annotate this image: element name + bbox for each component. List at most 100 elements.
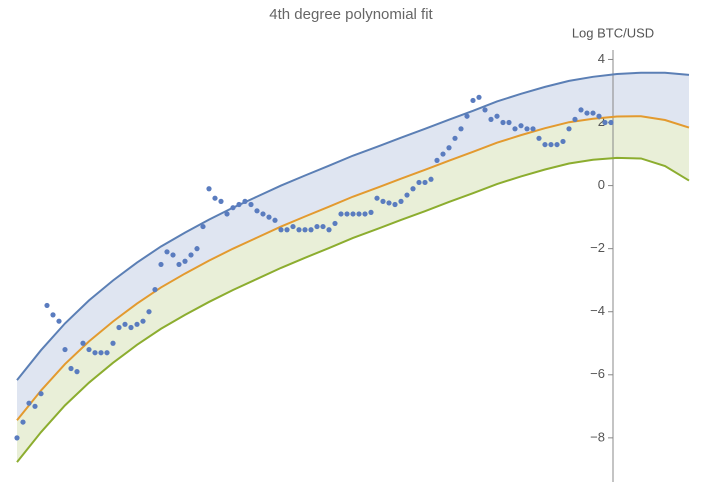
- price-point: [452, 135, 458, 141]
- price-point: [314, 223, 320, 230]
- band: [17, 116, 689, 463]
- price-point: [458, 126, 464, 132]
- price-point: [512, 126, 518, 132]
- fit-line: [16, 115, 690, 421]
- price-point: [116, 324, 122, 331]
- price-point: [494, 113, 500, 119]
- price-point: [98, 350, 104, 356]
- price-point: [128, 324, 134, 331]
- price-point: [446, 145, 452, 151]
- price-point: [146, 309, 152, 315]
- price-point: [278, 227, 284, 233]
- price-point: [32, 403, 38, 409]
- price-point: [224, 211, 230, 217]
- price-point: [152, 287, 158, 293]
- price-point: [536, 135, 542, 141]
- price-point: [422, 179, 428, 186]
- price-point: [140, 318, 146, 324]
- price-point: [308, 227, 314, 233]
- y-tick-label: 2: [598, 114, 605, 129]
- price-point: [470, 97, 476, 104]
- y-tick-label: −8: [590, 429, 605, 444]
- price-point: [104, 350, 110, 356]
- band: [17, 72, 689, 421]
- y-tick-label: −6: [590, 366, 605, 381]
- price-point: [602, 119, 608, 126]
- price-point: [44, 302, 50, 309]
- price-point: [62, 346, 68, 353]
- price-point: [416, 179, 422, 186]
- price-point: [86, 346, 92, 353]
- price-point: [212, 195, 218, 201]
- price-point: [230, 205, 236, 211]
- price-point: [338, 211, 344, 217]
- price-point: [200, 223, 206, 230]
- price-point: [428, 176, 434, 182]
- price-point: [608, 119, 614, 126]
- price-point: [440, 151, 446, 157]
- price-point: [572, 116, 578, 122]
- price-point: [434, 157, 440, 163]
- price-point: [374, 195, 380, 201]
- price-point: [254, 208, 260, 214]
- price-point: [482, 107, 488, 113]
- price-point: [518, 123, 524, 129]
- price-point: [548, 141, 554, 148]
- chart-title: 4th degree polynomial fit: [269, 6, 433, 23]
- y-tick-label: −2: [590, 240, 605, 255]
- price-point: [344, 211, 350, 217]
- price-point: [464, 113, 470, 119]
- price-point: [530, 126, 536, 132]
- price-point: [410, 186, 416, 192]
- price-point: [260, 211, 266, 217]
- price-point: [302, 227, 308, 233]
- price-point: [20, 419, 26, 425]
- price-point: [26, 400, 32, 406]
- price-point: [392, 201, 398, 208]
- price-point: [500, 119, 506, 126]
- price-point: [14, 435, 20, 441]
- price-point: [554, 141, 560, 148]
- price-point: [236, 201, 242, 208]
- price-point: [350, 211, 356, 217]
- price-point: [296, 227, 302, 233]
- price-point: [188, 252, 194, 258]
- price-point: [398, 198, 404, 204]
- price-point: [74, 369, 80, 375]
- y-axis-label: Log BTC/USD: [572, 25, 654, 40]
- price-point: [194, 246, 200, 252]
- price-point: [368, 209, 374, 215]
- price-point: [266, 214, 272, 220]
- price-point: [380, 198, 386, 204]
- price-point: [524, 126, 530, 132]
- price-point: [50, 312, 56, 318]
- fit-line: [16, 71, 690, 381]
- price-point: [404, 192, 410, 198]
- fit-line: [16, 156, 690, 463]
- price-point: [320, 223, 326, 230]
- price-point: [218, 198, 224, 204]
- y-tick-label: 0: [598, 177, 605, 192]
- price-point: [134, 321, 140, 327]
- y-tick-label: 4: [598, 51, 605, 66]
- price-point: [182, 258, 188, 264]
- price-point: [590, 110, 596, 116]
- price-point: [356, 211, 362, 217]
- price-point: [362, 211, 368, 217]
- price-point: [566, 126, 572, 132]
- price-point: [542, 141, 548, 148]
- price-point: [386, 200, 392, 206]
- price-point: [38, 391, 44, 397]
- price-point: [158, 261, 164, 268]
- price-point: [248, 201, 254, 208]
- price-point: [476, 94, 482, 100]
- price-point: [68, 365, 74, 372]
- price-point: [290, 223, 296, 230]
- price-point: [164, 249, 170, 255]
- price-point: [242, 198, 248, 204]
- price-point: [560, 138, 566, 145]
- price-point: [122, 321, 128, 327]
- price-point: [596, 113, 602, 119]
- price-point: [326, 227, 332, 233]
- y-tick-label: −4: [590, 303, 605, 318]
